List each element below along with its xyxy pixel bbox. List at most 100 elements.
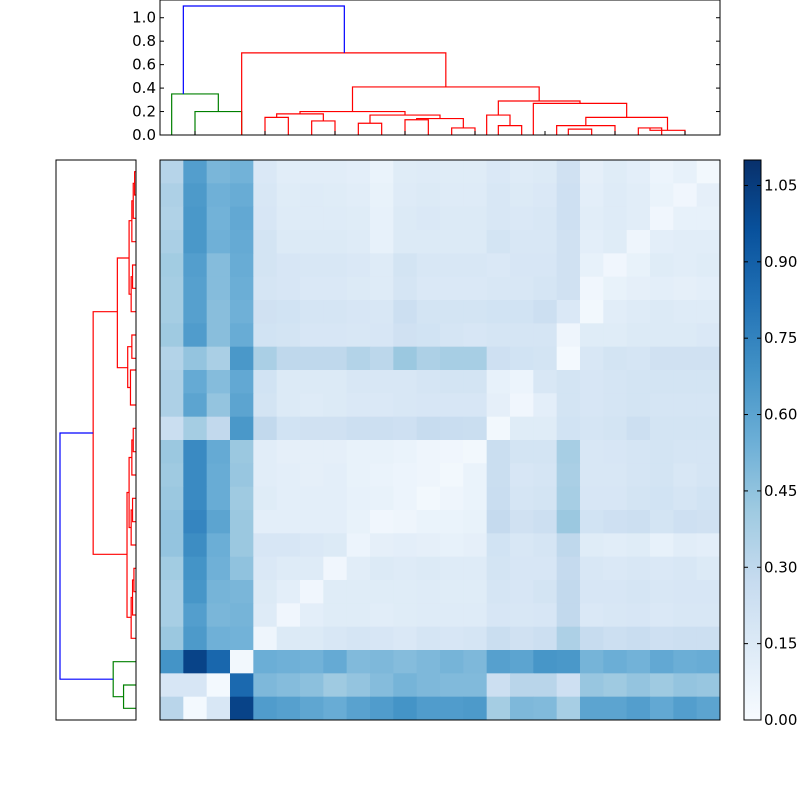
colorbar-tick-label: 0.15: [764, 635, 797, 653]
heatmap-cell: [463, 626, 488, 651]
heatmap-cell: [346, 276, 371, 301]
heatmap-cell: [580, 673, 604, 698]
heatmap-cell: [650, 603, 674, 628]
heatmap-cell: [253, 673, 278, 698]
heatmap-cell: [416, 300, 441, 324]
heatmap-cell: [696, 416, 721, 441]
heatmap-cell: [183, 393, 208, 418]
heatmap-cell: [440, 463, 464, 488]
heatmap-cell: [416, 673, 441, 698]
heatmap-cell: [463, 580, 488, 604]
heatmap-cell: [673, 580, 698, 604]
heatmap-cell: [510, 650, 534, 674]
top-dendrogram-frame: [159, 0, 721, 136]
heatmap-cell: [603, 300, 628, 324]
heatmap-cell: [510, 346, 534, 371]
heatmap-cell: [486, 580, 511, 604]
heatmap-cell: [510, 510, 534, 534]
heatmap-cell: [486, 253, 511, 278]
heatmap-cell: [626, 160, 651, 184]
heatmap-cell: [393, 580, 418, 604]
heatmap-cell: [533, 416, 558, 441]
heatmap-cell: [696, 650, 721, 674]
heatmap-cell: [463, 650, 488, 674]
heatmap-cell: [393, 253, 418, 278]
heatmap-cell: [370, 696, 394, 721]
heatmap-cell: [510, 206, 534, 231]
heatmap-cell: [230, 673, 254, 698]
heatmap-cell: [346, 253, 371, 278]
heatmap-cell: [603, 510, 628, 534]
heatmap-cell: [463, 253, 488, 278]
top-dendrogram-tick-label: 1.0: [132, 9, 156, 27]
heatmap-cell: [276, 673, 301, 698]
heatmap-cell: [440, 323, 464, 348]
heatmap-cell: [230, 416, 254, 441]
heatmap-cell: [440, 346, 464, 371]
heatmap-cell: [603, 556, 628, 581]
heatmap-cell: [650, 370, 674, 394]
heatmap-cell: [673, 463, 698, 488]
heatmap-cell: [463, 603, 488, 628]
heatmap-cell: [206, 323, 231, 348]
heatmap-cell: [510, 463, 534, 488]
heatmap-cell: [650, 160, 674, 184]
heatmap-cell: [486, 393, 511, 418]
heatmap-cell: [393, 300, 418, 324]
heatmap-cell: [440, 300, 464, 324]
heatmap-cell: [486, 673, 511, 698]
heatmap-cell: [393, 323, 418, 348]
heatmap-cell: [253, 416, 278, 441]
heatmap-cell: [346, 160, 371, 184]
heatmap-cell: [393, 416, 418, 441]
heatmap-cell: [440, 230, 464, 254]
left-dendrogram-link: [116, 257, 130, 369]
heatmap-cell: [673, 486, 698, 511]
colorbar-tick-label: 0.60: [764, 406, 797, 424]
heatmap-cell: [486, 416, 511, 441]
heatmap-cell: [183, 300, 208, 324]
heatmap-cell: [370, 486, 394, 511]
heatmap-cell: [486, 603, 511, 628]
heatmap-cell: [486, 160, 511, 184]
heatmap-cell: [510, 696, 534, 721]
heatmap-cell: [416, 580, 441, 604]
heatmap-cell: [183, 183, 208, 208]
heatmap-cell: [533, 253, 558, 278]
heatmap-cell: [346, 510, 371, 534]
heatmap-cell: [626, 463, 651, 488]
heatmap-cell: [556, 440, 581, 464]
heatmap-cell: [556, 603, 581, 628]
heatmap-cell: [533, 323, 558, 348]
heatmap-cell: [486, 300, 511, 324]
heatmap-cell: [393, 183, 418, 208]
heatmap-cell: [300, 230, 324, 254]
heatmap-cell: [416, 510, 441, 534]
heatmap-cell: [393, 486, 418, 511]
top-dendrogram-link: [567, 128, 593, 135]
heatmap-cell: [276, 650, 301, 674]
heatmap-cell: [253, 183, 278, 208]
heatmap-cell: [533, 206, 558, 231]
heatmap-cell: [580, 626, 604, 651]
heatmap-cell: [580, 650, 604, 674]
heatmap-cell: [393, 650, 418, 674]
heatmap-cell: [183, 650, 208, 674]
heatmap-cell: [323, 346, 348, 371]
heatmap-cell: [696, 323, 721, 348]
heatmap-cell: [440, 626, 464, 651]
heatmap-cell: [323, 393, 348, 418]
heatmap-cell: [323, 206, 348, 231]
heatmap-cell: [276, 463, 301, 488]
heatmap-cell: [650, 323, 674, 348]
heatmap-cell: [440, 603, 464, 628]
heatmap-cell: [230, 300, 254, 324]
heatmap-cell: [230, 276, 254, 301]
heatmap-cell: [370, 533, 394, 558]
heatmap-cell: [300, 533, 324, 558]
heatmap-cell: [416, 696, 441, 721]
heatmap-cell: [510, 673, 534, 698]
heatmap-cell: [673, 673, 698, 698]
heatmap-cell: [230, 206, 254, 231]
heatmap-cell: [393, 440, 418, 464]
